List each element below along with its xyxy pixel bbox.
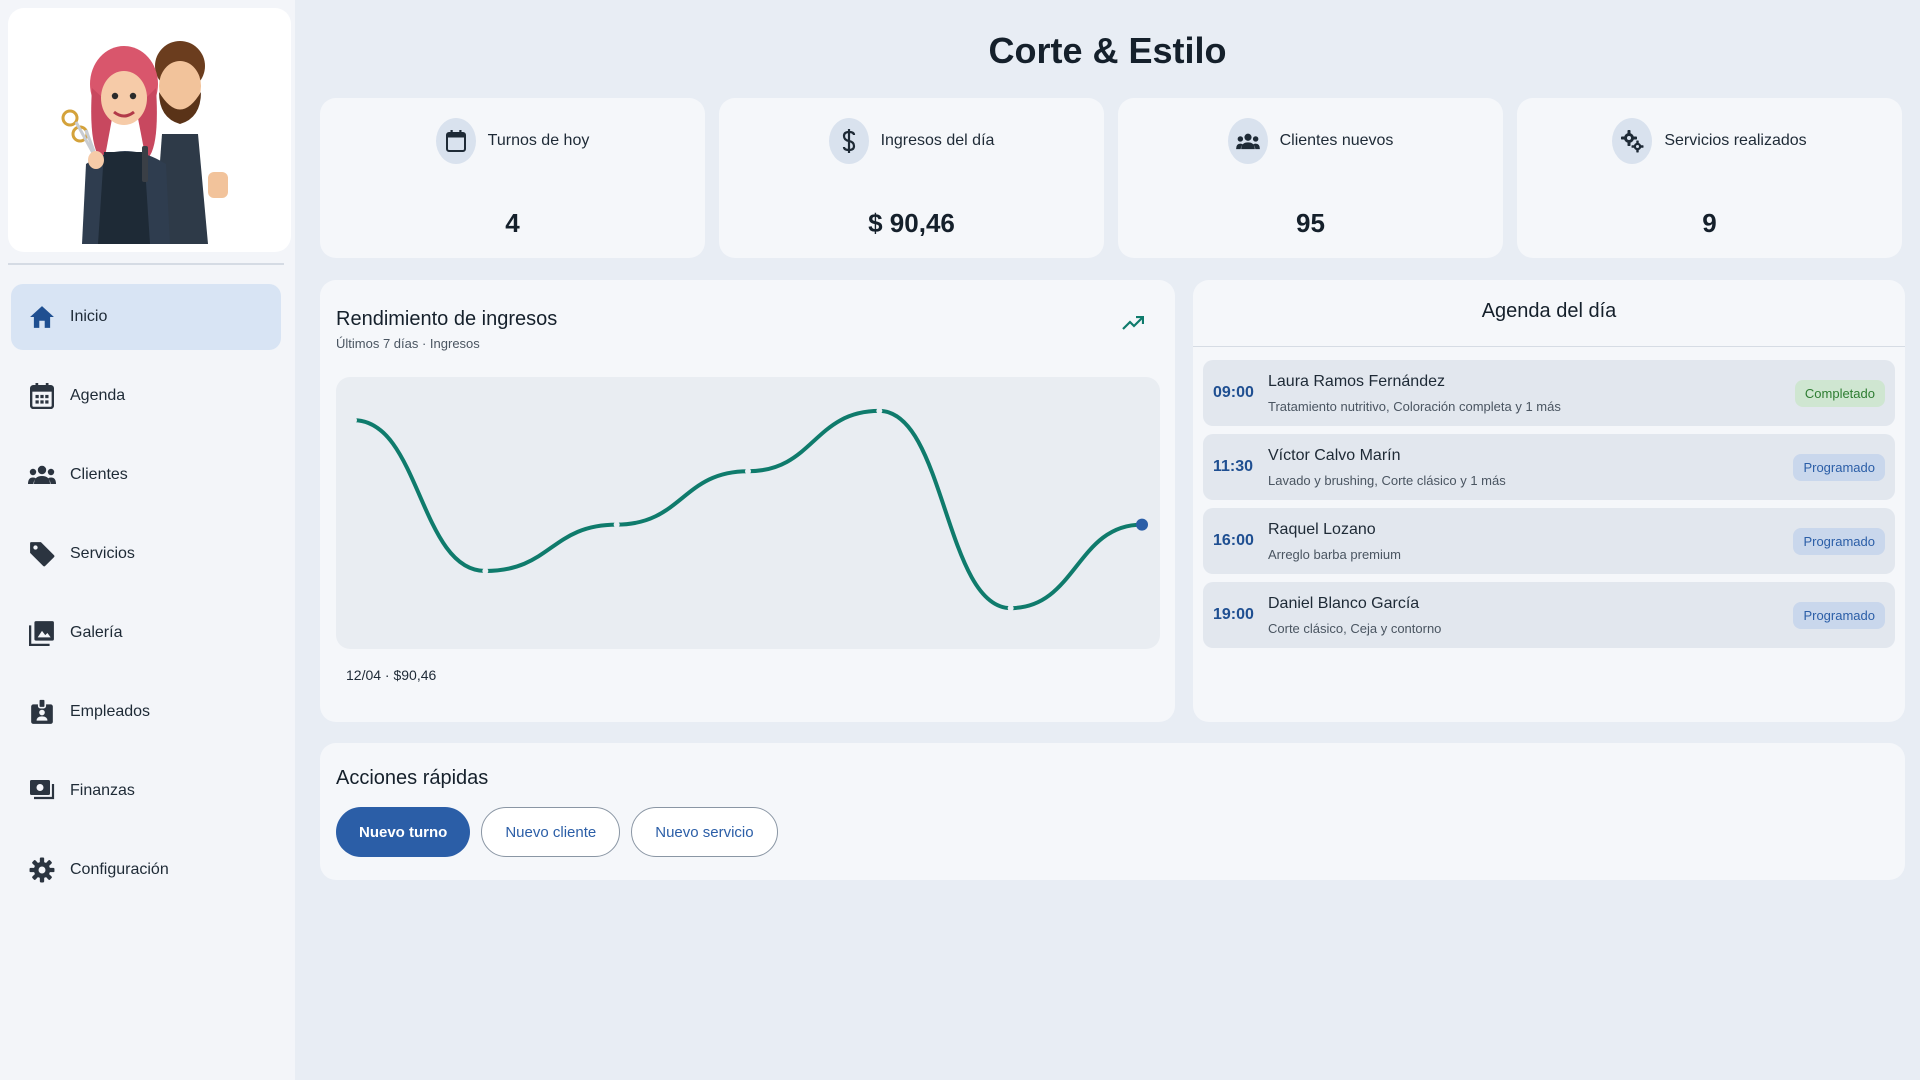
agenda-divider xyxy=(1193,346,1905,347)
chart-highlight-point[interactable] xyxy=(1136,518,1148,531)
sidebar-item-empleados[interactable]: Empleados xyxy=(11,679,281,745)
stat-value: 95 xyxy=(1296,208,1325,238)
stat-label: Turnos de hoy xyxy=(487,132,590,149)
people-icon xyxy=(28,461,56,489)
sidebar-item-servicios[interactable]: Servicios xyxy=(11,521,281,587)
agenda-list: 09:00 Laura Ramos Fernández Tratamiento … xyxy=(1203,360,1895,656)
stat-value: 9 xyxy=(1702,208,1717,238)
trending-up-icon[interactable] xyxy=(1122,315,1145,335)
agenda-time: 19:00 xyxy=(1213,606,1254,623)
logo-card xyxy=(8,8,291,252)
sidebar-item-label: Servicios xyxy=(70,545,135,562)
chart-series-line xyxy=(352,408,1144,611)
status-badge: Programado xyxy=(1793,528,1885,555)
new-service-button[interactable]: Nuevo servicio xyxy=(631,807,778,857)
revenue-line-chart xyxy=(351,407,1148,612)
sidebar-item-label: Finanzas xyxy=(70,782,135,799)
agenda-time: 11:30 xyxy=(1213,458,1254,475)
agenda-title: Agenda del día xyxy=(1481,300,1617,322)
chart-subtitle: Últimos 7 días · Ingresos xyxy=(336,336,480,351)
revenue-chart-panel: Rendimiento de ingresos Últimos 7 días ·… xyxy=(320,280,1175,722)
chart-area xyxy=(336,377,1160,649)
stat-card-clientes: Clientes nuevos 95 xyxy=(1118,98,1503,258)
quick-actions-title: Acciones rápidas xyxy=(336,767,489,789)
chart-data-point[interactable] xyxy=(876,407,883,414)
stat-label: Ingresos del día xyxy=(880,132,995,149)
stat-card-ingresos: Ingresos del día $ 90,46 xyxy=(719,98,1104,258)
chart-caption: 12/04 · $90,46 xyxy=(346,667,437,683)
agenda-services: Tratamiento nutritivo, Coloración comple… xyxy=(1268,399,1561,414)
chart-data-point[interactable] xyxy=(1007,605,1014,612)
sidebar-divider xyxy=(8,263,284,265)
sidebar-item-galeria[interactable]: Galería xyxy=(11,600,281,666)
status-badge: Completado xyxy=(1794,380,1885,407)
chart-title: Rendimiento de ingresos xyxy=(336,308,558,330)
agenda-services: Corte clásico, Ceja y contorno xyxy=(1268,621,1442,636)
agenda-client-name: Víctor Calvo Marín xyxy=(1268,447,1401,464)
agenda-time: 16:00 xyxy=(1213,532,1254,549)
home-icon xyxy=(28,303,56,331)
new-client-button[interactable]: Nuevo cliente xyxy=(481,807,621,857)
sidebar-item-configuracion[interactable]: Configuración xyxy=(11,837,281,903)
badge-icon xyxy=(28,698,56,726)
stat-label: Clientes nuevos xyxy=(1279,132,1394,149)
agenda-services: Arreglo barba premium xyxy=(1268,547,1401,562)
sidebar: Inicio Agenda Clientes Servicios Galería xyxy=(0,0,295,1080)
finance-icon xyxy=(28,777,56,805)
gallery-icon xyxy=(28,619,56,647)
new-appointment-button[interactable]: Nuevo turno xyxy=(336,807,471,857)
stat-card-servicios: Servicios realizados 9 xyxy=(1517,98,1902,258)
agenda-client-name: Laura Ramos Fernández xyxy=(1268,373,1445,390)
quick-actions-panel: Acciones rápidas Nuevo turno Nuevo clien… xyxy=(320,743,1905,880)
stat-label: Servicios realizados xyxy=(1664,132,1807,149)
agenda-item[interactable]: 16:00 Raquel Lozano Arreglo barba premiu… xyxy=(1203,508,1895,574)
sidebar-item-agenda[interactable]: Agenda xyxy=(11,363,281,429)
calendar-icon xyxy=(28,382,56,410)
sidebar-item-inicio[interactable]: Inicio xyxy=(11,284,281,350)
chart-data-point[interactable] xyxy=(351,417,357,424)
stat-value: 4 xyxy=(505,208,520,238)
sidebar-item-label: Configuración xyxy=(70,861,169,878)
sidebar-item-label: Inicio xyxy=(70,308,108,325)
calendar-icon xyxy=(435,118,476,164)
agenda-client-name: Raquel Lozano xyxy=(1268,521,1376,538)
dollar-icon xyxy=(828,118,869,164)
agenda-services: Lavado y brushing, Corte clásico y 1 más xyxy=(1268,473,1506,488)
sidebar-item-clientes[interactable]: Clientes xyxy=(11,442,281,508)
sidebar-item-label: Agenda xyxy=(70,387,126,404)
gears-icon xyxy=(1612,118,1653,164)
agenda-item[interactable]: 11:30 Víctor Calvo Marín Lavado y brushi… xyxy=(1203,434,1895,500)
sidebar-item-label: Empleados xyxy=(70,703,151,720)
agenda-item[interactable]: 09:00 Laura Ramos Fernández Tratamiento … xyxy=(1203,360,1895,426)
people-icon xyxy=(1227,118,1268,164)
sidebar-item-label: Clientes xyxy=(70,466,128,483)
chart-data-point[interactable] xyxy=(745,468,751,475)
sidebar-item-finanzas[interactable]: Finanzas xyxy=(11,758,281,824)
status-badge: Programado xyxy=(1793,602,1885,629)
gear-icon xyxy=(28,856,56,884)
agenda-time: 09:00 xyxy=(1213,384,1254,401)
stat-card-turnos: Turnos de hoy 4 xyxy=(320,98,705,258)
chart-data-point[interactable] xyxy=(613,521,620,528)
barbershop-logo xyxy=(61,41,228,244)
status-badge: Programado xyxy=(1793,454,1885,481)
stat-value: $ 90,46 xyxy=(868,208,955,238)
agenda-client-name: Daniel Blanco García xyxy=(1268,595,1420,612)
agenda-item[interactable]: 19:00 Daniel Blanco García Corte clásico… xyxy=(1203,582,1895,648)
agenda-panel: Agenda del día 09:00 Laura Ramos Fernánd… xyxy=(1193,280,1905,722)
sidebar-nav: Inicio Agenda Clientes Servicios Galería xyxy=(11,284,281,916)
tag-icon xyxy=(28,540,56,568)
app-title: Corte & Estilo xyxy=(988,30,1227,71)
quick-actions-row: Nuevo turno Nuevo cliente Nuevo servicio xyxy=(336,807,778,857)
sidebar-item-label: Galería xyxy=(70,624,123,641)
chart-data-point[interactable] xyxy=(482,568,489,574)
